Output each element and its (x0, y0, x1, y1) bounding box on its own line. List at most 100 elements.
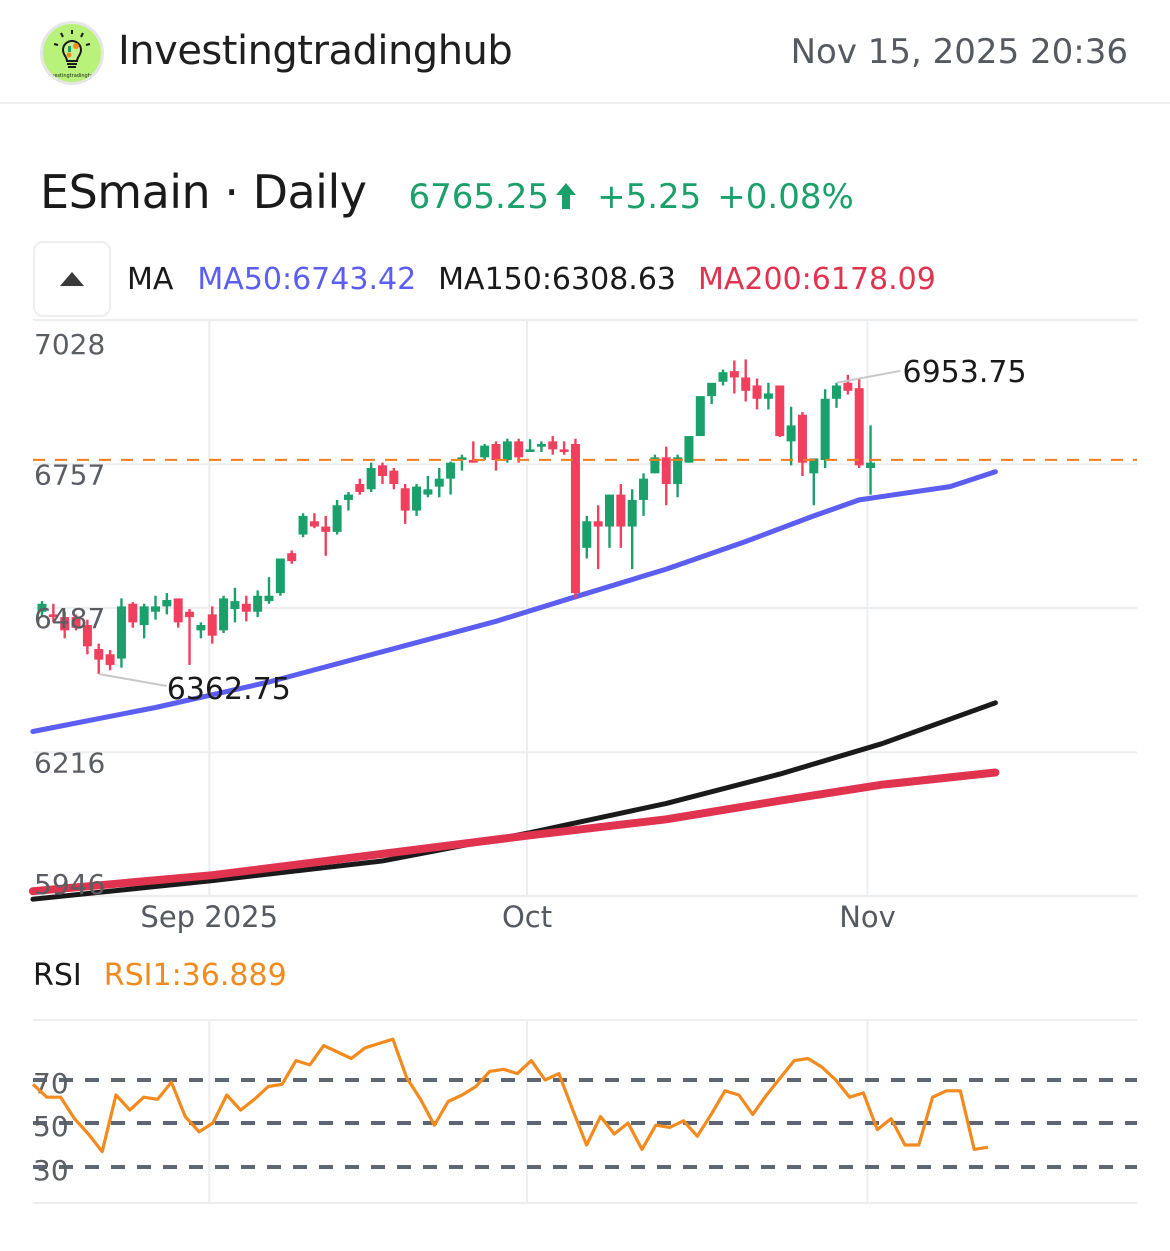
candle (400, 483, 410, 524)
candle (536, 441, 546, 453)
y-axis-label: 6757 (34, 458, 105, 491)
candle-body (321, 526, 331, 532)
app-header: Investingtradinghub Investingtradinghub … (0, 0, 1170, 104)
candle (775, 385, 785, 438)
ma-indicator-label: MA (127, 261, 174, 297)
candle (185, 609, 195, 665)
candle (684, 436, 694, 463)
candle-body (139, 606, 149, 626)
candle (797, 412, 807, 476)
candle (230, 587, 240, 623)
candle-body (241, 603, 251, 612)
high-annotation: 6953.75 (903, 355, 1027, 390)
candle-body (809, 458, 819, 474)
candle (548, 436, 558, 455)
candle (457, 454, 467, 471)
candle-body (434, 478, 444, 487)
candle-body (60, 617, 70, 631)
candle (139, 603, 149, 639)
rsi-label: RSI (33, 958, 82, 993)
collapse-indicators-button[interactable] (33, 241, 111, 317)
candle (48, 603, 58, 623)
candle (37, 601, 47, 618)
candle-body (343, 494, 353, 500)
candle-body (446, 462, 456, 479)
candle-body (378, 465, 387, 476)
price-change: +5.25 (597, 177, 702, 217)
candle (843, 374, 853, 395)
candle-body (253, 595, 263, 612)
candle-body (389, 470, 399, 484)
candle (525, 439, 535, 453)
candle-body (820, 398, 830, 461)
candle-body (570, 444, 580, 594)
candle-body (684, 436, 694, 463)
rsi-chart[interactable]: 70 50 30 (0, 1010, 1170, 1210)
candle (71, 614, 81, 631)
candle (446, 461, 456, 495)
candle (378, 462, 387, 484)
candle-body (514, 441, 524, 458)
candle-body (37, 603, 47, 612)
candle (514, 438, 524, 463)
candle-body (48, 614, 58, 618)
candle (173, 598, 183, 628)
price-chart[interactable]: 7028 6757 6487 6216 5946 6953.75 6362.75 (0, 315, 1170, 905)
candle (412, 483, 422, 516)
candle-body (162, 600, 172, 607)
candle-body (707, 382, 717, 397)
candle-body (866, 462, 876, 468)
candle (639, 473, 649, 516)
candle-body (116, 606, 126, 659)
ma-legend: MA MA50:6743.42 MA150:6308.63 MA200:6178… (33, 240, 936, 318)
candle-body (559, 449, 569, 453)
candle (196, 622, 206, 639)
price-change-percent: +0.08% (717, 177, 854, 217)
candle-body (525, 449, 535, 453)
ma50-line (30, 469, 998, 734)
candle-body (94, 648, 104, 660)
high-annotation-leader (836, 369, 901, 384)
candle-body (366, 467, 376, 490)
rsi-axis-label: 50 (33, 1110, 69, 1143)
candle (627, 489, 637, 570)
candle-body (502, 441, 512, 461)
low-annotation: 6362.75 (167, 672, 291, 707)
candle (582, 515, 592, 559)
candle-body (593, 521, 603, 527)
y-axis-label: 7028 (34, 328, 105, 361)
candle (332, 499, 342, 535)
candle-body (843, 382, 853, 391)
candle (593, 505, 603, 570)
brand-logo[interactable]: Investingtradinghub (40, 21, 104, 85)
candle-body (151, 606, 160, 612)
x-axis-label: Sep 2025 (140, 900, 279, 934)
candle-body (423, 489, 433, 495)
candle (298, 513, 308, 538)
candle-body (355, 483, 365, 492)
lightbulb-logo-icon: Investingtradinghub (47, 30, 97, 79)
candle-body (639, 478, 649, 500)
candle (650, 454, 660, 474)
candle (207, 606, 217, 644)
candle (809, 458, 819, 506)
candle (355, 478, 365, 495)
candle (763, 382, 773, 410)
candle (241, 595, 251, 622)
candle (729, 360, 739, 394)
candle (502, 438, 512, 463)
timestamp: Nov 15, 2025 20:36 (790, 32, 1128, 72)
rsi-axis-label: 70 (33, 1067, 69, 1100)
candle-body (832, 385, 841, 399)
candle-body (287, 553, 297, 562)
x-axis-label: Nov (839, 900, 896, 934)
candle-body (457, 457, 467, 461)
candle (661, 446, 671, 506)
rsi-value: RSI1:36.889 (103, 958, 287, 993)
candle-body (196, 625, 206, 631)
candle-body (548, 441, 558, 450)
candle-body (309, 521, 319, 527)
candle (832, 382, 841, 408)
candle-body (650, 457, 660, 474)
candle-body (412, 486, 422, 511)
